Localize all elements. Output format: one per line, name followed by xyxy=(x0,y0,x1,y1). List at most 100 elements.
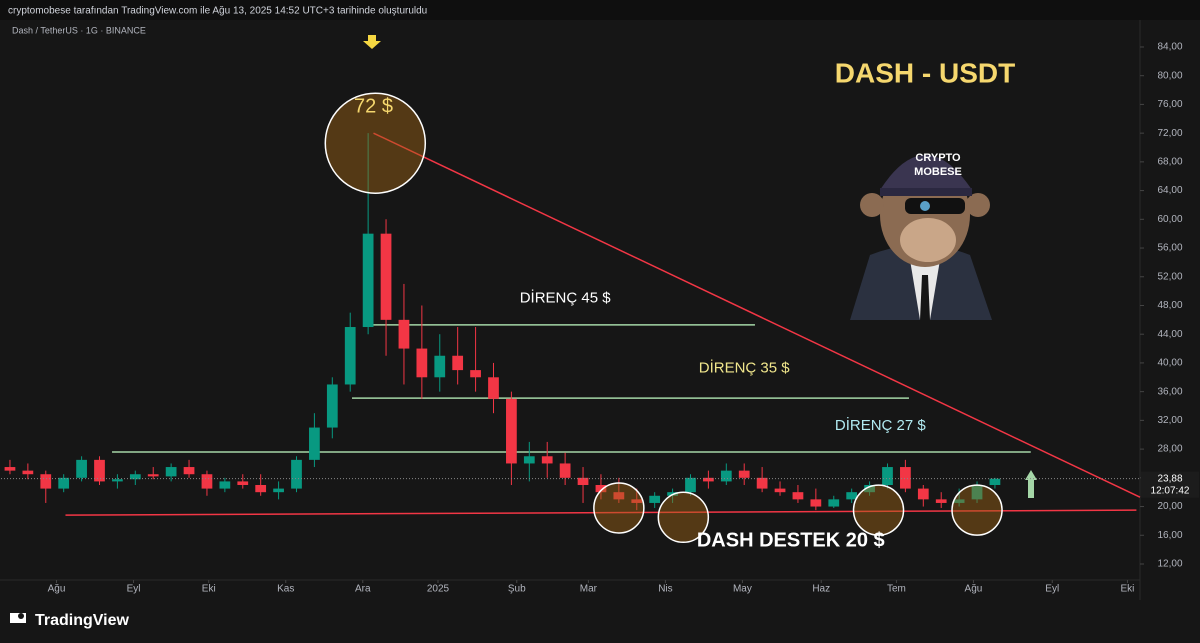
candle-body xyxy=(273,488,284,493)
candle-body xyxy=(219,481,231,489)
x-tick-label: Kas xyxy=(277,584,294,595)
y-tick-label: 44,00 xyxy=(1157,329,1182,340)
candle-body xyxy=(756,477,768,489)
y-tick-label: 16,00 xyxy=(1157,530,1182,541)
candle-body xyxy=(488,377,499,399)
candle-body xyxy=(416,348,428,378)
x-tick-label: Nis xyxy=(658,584,672,595)
x-tick-label: May xyxy=(733,584,752,595)
candle-body xyxy=(129,474,141,480)
candle-body xyxy=(94,459,105,482)
y-tick-label: 48,00 xyxy=(1157,300,1182,311)
y-tick-label: 32,00 xyxy=(1157,415,1182,426)
x-tick-label: Ara xyxy=(355,584,371,595)
candle-body xyxy=(559,463,571,478)
candle-body xyxy=(255,484,267,493)
x-tick-label: Eyl xyxy=(1045,584,1059,595)
candle-body xyxy=(470,370,481,378)
highlight-circle xyxy=(324,92,427,194)
annotation: DİRENÇ 35 $ xyxy=(699,359,791,377)
candle-body xyxy=(953,499,965,503)
y-tick-label: 60,00 xyxy=(1157,214,1182,225)
candle-body xyxy=(631,499,643,503)
candle-body xyxy=(22,470,34,475)
x-tick-label: Tem xyxy=(887,584,906,595)
badge-line: CRYPTO xyxy=(915,152,961,164)
y-tick-label: 12,00 xyxy=(1157,559,1182,570)
y-tick-label: 28,00 xyxy=(1157,444,1182,455)
highlight-circle xyxy=(852,484,905,536)
candle-body xyxy=(613,492,625,500)
candle-body xyxy=(506,398,517,464)
last-price-label: 23,88 xyxy=(1157,473,1182,484)
candle-body xyxy=(380,233,392,320)
candle-body xyxy=(237,481,249,485)
candle-body xyxy=(900,467,911,489)
candle-body xyxy=(291,459,302,489)
annotation: DİRENÇ 45 $ xyxy=(520,288,612,306)
trend-line xyxy=(65,509,1137,516)
y-tick-label: 64,00 xyxy=(1157,185,1182,196)
candle-body xyxy=(309,427,320,460)
footer-bar xyxy=(0,600,1200,643)
candle-body xyxy=(4,467,16,471)
x-tick-label: Eyl xyxy=(127,584,141,595)
candle-body xyxy=(738,470,750,478)
candle-body xyxy=(165,467,177,477)
highlight-circle xyxy=(593,482,645,534)
candle-body xyxy=(864,484,875,493)
candle-body xyxy=(846,492,858,500)
candle-body xyxy=(58,477,70,489)
y-tick-label: 52,00 xyxy=(1157,271,1182,282)
highlight-circle xyxy=(951,484,1003,536)
candle-body xyxy=(989,478,1001,485)
candle-body xyxy=(935,499,947,503)
candle-body xyxy=(810,499,822,507)
candle-body xyxy=(40,474,52,489)
up-arrow xyxy=(1025,470,1037,498)
countdown: 12:07:42 xyxy=(1151,485,1190,496)
candle-body xyxy=(541,456,553,464)
candle-body xyxy=(183,467,195,475)
y-tick-label: 72,00 xyxy=(1157,128,1182,139)
x-tick-label: Mar xyxy=(580,584,598,595)
candle-body xyxy=(201,474,213,489)
candle-body xyxy=(703,477,714,482)
candle-body xyxy=(595,484,607,493)
y-tick-label: 80,00 xyxy=(1157,70,1182,81)
y-tick-label: 56,00 xyxy=(1157,243,1182,254)
y-tick-label: 40,00 xyxy=(1157,358,1182,369)
candle-body xyxy=(720,470,732,482)
y-tick-label: 84,00 xyxy=(1157,42,1182,53)
x-tick-label: Haz xyxy=(812,584,830,595)
footer-brand: TradingView xyxy=(35,612,130,629)
header-bar xyxy=(0,0,1200,20)
candle-body xyxy=(882,467,893,485)
y-tick-label: 68,00 xyxy=(1157,157,1182,168)
annotation: DASH DESTEK 20 $ xyxy=(697,529,885,551)
trend-line xyxy=(373,132,1141,498)
candle-body xyxy=(649,495,661,503)
x-tick-label: Ağu xyxy=(48,584,66,595)
annotation: DİRENÇ 27 $ xyxy=(835,416,927,434)
candle-body xyxy=(774,488,786,493)
x-tick-label: Ağu xyxy=(965,584,983,595)
candle-body xyxy=(398,319,410,349)
y-tick-label: 20,00 xyxy=(1157,501,1182,512)
x-tick-label: Eki xyxy=(1121,584,1135,595)
last-price-tag xyxy=(1141,471,1199,498)
candle-body xyxy=(685,477,696,493)
candle-body xyxy=(147,474,159,477)
candle-body xyxy=(971,484,983,500)
symbol: Dash / TetherUS · 1G · BINANCE xyxy=(12,25,146,35)
candle-body xyxy=(344,327,356,385)
candle-body xyxy=(452,355,464,371)
header-text: cryptomobese tarafından TradingView.com … xyxy=(8,6,427,17)
candle-body xyxy=(577,477,589,485)
candle-body xyxy=(434,355,446,378)
down-arrow xyxy=(363,35,381,49)
y-tick-label: 76,00 xyxy=(1157,99,1182,110)
candle-body xyxy=(523,456,535,464)
